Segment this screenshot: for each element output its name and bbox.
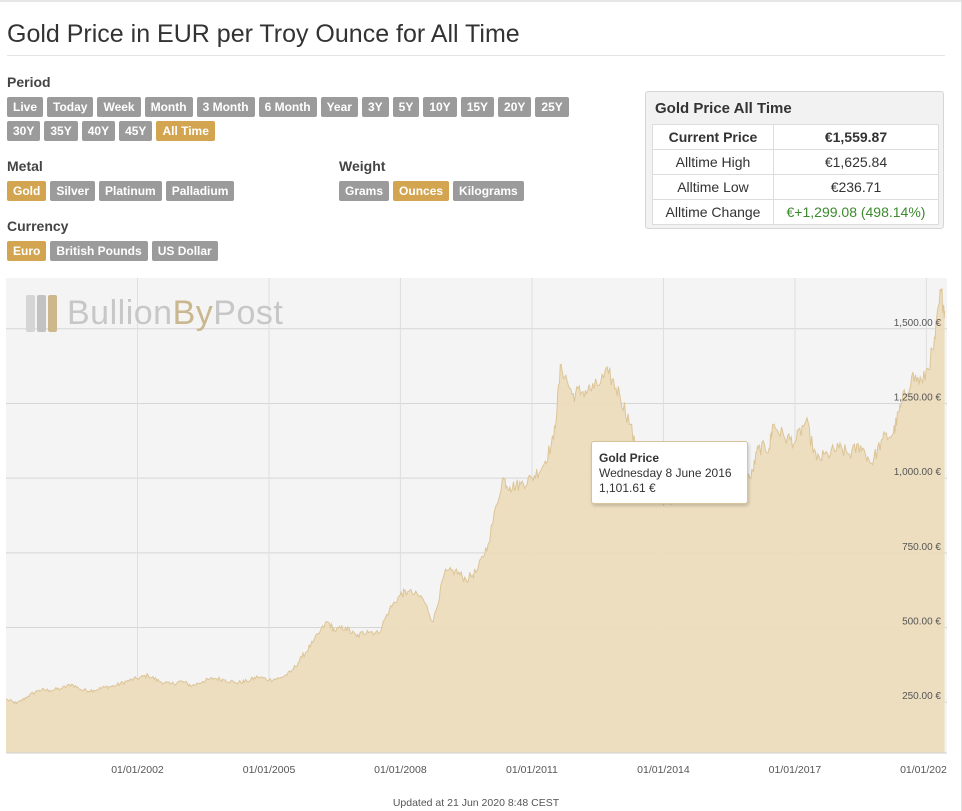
metal-label: Metal [7, 158, 43, 174]
logo-text: BullionByPost [67, 294, 284, 332]
tooltip-value: 1,101.61 € [599, 481, 656, 495]
period-button-3-month[interactable]: 3 Month [196, 97, 255, 117]
currency-button-us-dollar[interactable]: US Dollar [151, 241, 218, 261]
y-tick-label: 250.00 € [902, 691, 941, 702]
stats-value: €1,559.87 [773, 124, 939, 150]
weight-button-group: Grams Ounces Kilograms [339, 181, 639, 201]
period-button-year[interactable]: Year [320, 97, 358, 117]
stats-row-current-price: Current Price €1,559.87 [652, 124, 939, 150]
stats-panel: Gold Price All Time Current Price €1,559… [645, 91, 944, 229]
x-tick-label: 01/01/2020 [900, 764, 947, 776]
currency-button-group: Euro British Pounds US Dollar [7, 241, 327, 261]
tooltip-title: Gold Price [599, 451, 660, 465]
metal-button-group: Gold Silver Platinum Palladium [7, 181, 327, 201]
period-label: Period [7, 74, 51, 90]
series-line-gold-price [6, 287, 946, 705]
x-tick-label: 01/01/2005 [243, 764, 296, 776]
tooltip-date: Wednesday 8 June 2016 [599, 466, 732, 480]
period-button-35y[interactable]: 35Y [44, 121, 78, 141]
bullionbypost-logo: BullionByPost [26, 294, 283, 333]
y-tick-label: 500.00 € [902, 617, 941, 628]
weight-button-kilograms[interactable]: Kilograms [453, 181, 524, 201]
metal-button-palladium[interactable]: Palladium [165, 181, 235, 201]
period-button-20y[interactable]: 20Y [498, 97, 532, 117]
period-button-6-month[interactable]: 6 Month [258, 97, 317, 117]
stats-value: €236.71 [773, 174, 939, 200]
period-button-25y[interactable]: 25Y [535, 97, 569, 117]
period-button-all-time[interactable]: All Time [156, 121, 215, 141]
stats-key: Alltime Change [652, 199, 774, 225]
stats-value-change: €+1,299.08 (498.14%) [773, 199, 939, 225]
stats-value: €1,625.84 [773, 149, 939, 175]
stats-key: Current Price [652, 124, 774, 150]
period-button-15y[interactable]: 15Y [460, 97, 495, 117]
currency-label: Currency [7, 218, 69, 234]
updated-timestamp: Updated at 21 Jun 2020 8:48 CEST [392, 797, 560, 809]
metal-button-silver[interactable]: Silver [50, 181, 96, 201]
logo-bar-icon [26, 295, 35, 332]
stats-key: Alltime High [652, 149, 774, 175]
metal-button-platinum[interactable]: Platinum [99, 181, 162, 201]
y-tick-label: 1,500.00 € [894, 318, 942, 329]
weight-button-grams[interactable]: Grams [339, 181, 390, 201]
weight-button-ounces[interactable]: Ounces [393, 181, 450, 201]
x-tick-label: 01/01/2017 [769, 764, 822, 776]
metal-button-gold[interactable]: Gold [7, 181, 47, 201]
top-border [0, 0, 962, 2]
chart-tooltip: Gold Price Wednesday 8 June 2016 1,101.6… [591, 441, 748, 504]
period-button-month[interactable]: Month [144, 97, 193, 117]
price-chart[interactable]: 250.00 € 500.00 € 750.00 € 1,000.00 € 1,250.… [6, 278, 947, 798]
period-button-today[interactable]: Today [47, 97, 94, 117]
stats-key: Alltime Low [652, 174, 774, 200]
x-tick-label: 01/01/2014 [637, 764, 690, 776]
logo-bar-icon [37, 295, 46, 332]
y-tick-label: 1,250.00 € [894, 392, 942, 403]
stats-table: Current Price €1,559.87 Alltime High €1,… [652, 124, 939, 225]
y-tick-label: 750.00 € [902, 542, 941, 553]
period-button-week[interactable]: Week [97, 97, 141, 117]
period-button-group: Live Today Week Month 3 Month 6 Month Year 3Y 5Y… [7, 97, 597, 141]
period-button-40y[interactable]: 40Y [81, 121, 116, 141]
stats-row-alltime-low: Alltime Low €236.71 [652, 174, 939, 200]
x-tick-label: 01/01/2008 [374, 764, 427, 776]
weight-label: Weight [339, 158, 386, 174]
stats-row-alltime-change: Alltime Change €+1,299.08 (498.14%) [652, 199, 939, 225]
period-button-10y[interactable]: 10Y [423, 97, 457, 117]
chart-svg: 250.00 € 500.00 € 750.00 € 1,000.00 € 1,250.… [6, 278, 947, 776]
y-tick-label: 1,000.00 € [894, 467, 942, 478]
series-area-gold-price [6, 289, 945, 753]
currency-button-euro[interactable]: Euro [7, 241, 47, 261]
period-button-30y[interactable]: 30Y [7, 121, 41, 141]
period-button-live[interactable]: Live [7, 97, 44, 117]
stats-row-alltime-high: Alltime High €1,625.84 [652, 149, 939, 175]
period-button-3y[interactable]: 3Y [361, 97, 389, 117]
x-tick-label: 01/01/2002 [111, 764, 164, 776]
logo-bar-icon [48, 295, 57, 332]
page-title: Gold Price in EUR per Troy Ounce for All… [7, 20, 945, 56]
period-button-45y[interactable]: 45Y [119, 121, 153, 141]
stats-title: Gold Price All Time [655, 100, 792, 117]
period-button-5y[interactable]: 5Y [392, 97, 420, 117]
x-tick-label: 01/01/2011 [506, 764, 558, 776]
currency-button-british-pounds[interactable]: British Pounds [50, 241, 148, 261]
